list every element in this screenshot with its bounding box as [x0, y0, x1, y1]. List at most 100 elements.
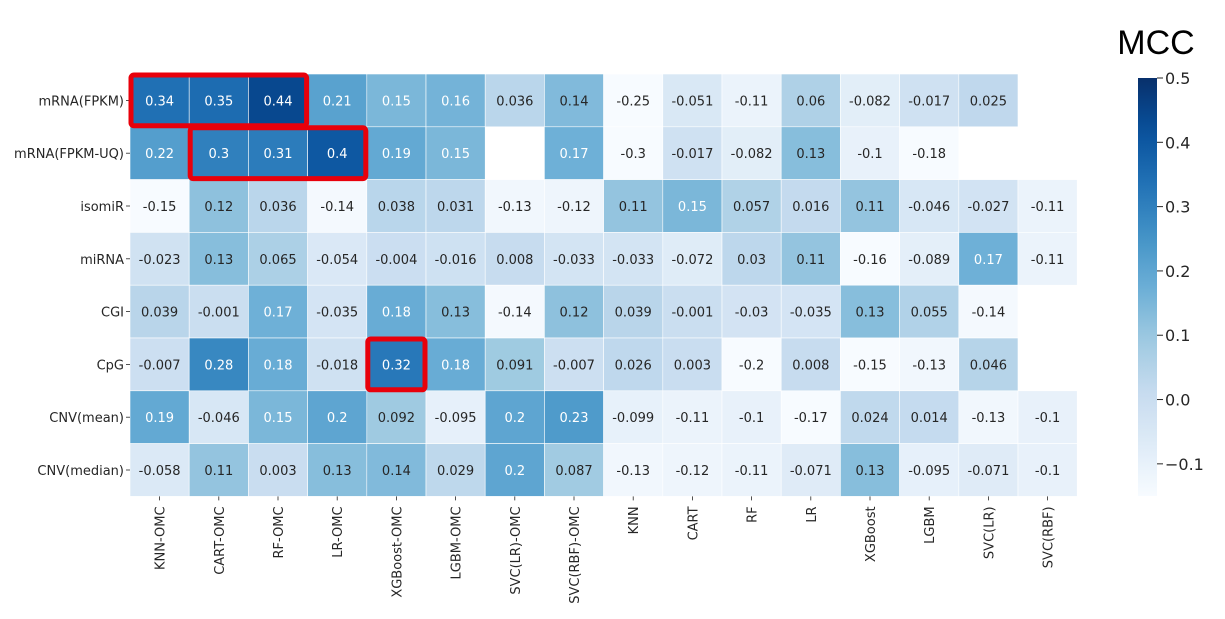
- heatmap-cell: [1017, 390, 1078, 444]
- heatmap-cell: [840, 232, 900, 286]
- heatmap-cell: [1017, 443, 1078, 497]
- heatmap-cell: [840, 443, 900, 497]
- row-label: CpG: [97, 358, 124, 373]
- heatmap-cell: [780, 337, 841, 392]
- cell-value-label: -0.11: [735, 464, 769, 479]
- cell-value-label: -0.033: [553, 253, 595, 268]
- cell-value-label: -0.007: [553, 358, 595, 373]
- heatmap-cell: [129, 390, 190, 444]
- heatmap-cell: [899, 284, 960, 339]
- cell-value-label: -0.017: [908, 94, 950, 109]
- cell-value-label: -0.1: [857, 147, 882, 162]
- cell-value-label: -0.072: [671, 253, 713, 268]
- heatmap-cell: [662, 284, 723, 339]
- cell-value-label: 0.12: [204, 200, 233, 215]
- heatmap-cell: [425, 73, 486, 128]
- cell-value-label: 0.014: [911, 411, 948, 426]
- heatmap-cell: [129, 232, 190, 286]
- cell-value-label: -0.027: [967, 200, 1009, 215]
- heatmap-cell: [484, 284, 545, 339]
- heatmap-cell: [899, 443, 960, 497]
- cell-value-label: 0.003: [259, 464, 296, 479]
- heatmap-cell: [899, 337, 960, 392]
- cell-value-label: -0.3: [621, 147, 646, 162]
- heatmap-cell: [958, 232, 1019, 286]
- row-label: CNV(median): [37, 464, 124, 479]
- cell-value-label: 0.32: [382, 358, 411, 373]
- colorbar-tick-label: 0.4: [1165, 133, 1190, 152]
- cell-value-label: 0.2: [504, 464, 525, 479]
- heatmap-cell: [484, 390, 545, 444]
- cell-value-label: -0.099: [612, 411, 654, 426]
- cell-value-label: 0.18: [264, 358, 293, 373]
- cell-value-label: 0.092: [378, 411, 415, 426]
- column-label: CART: [686, 506, 701, 540]
- heatmap-cell: [484, 337, 545, 392]
- heatmap-cell: [662, 390, 723, 444]
- cell-value-label: -0.007: [139, 358, 181, 373]
- heatmap-cell: [307, 337, 368, 392]
- column-label: SVC(LR)-OMC: [509, 506, 524, 594]
- cell-value-label: -0.15: [143, 200, 177, 215]
- cell-value-label: 0.15: [264, 411, 293, 426]
- highlight-boxes: [128, 72, 428, 393]
- heatmap-cell: [425, 126, 486, 180]
- column-label: RF-OMC: [272, 506, 287, 558]
- heatmap-cell: [780, 390, 841, 444]
- heatmap-cell: [958, 179, 1019, 233]
- cell-value-label: 0.13: [441, 306, 470, 321]
- cell-value-label: 0.22: [145, 147, 174, 162]
- cell-value-label: 0.17: [974, 253, 1003, 268]
- heatmap-cell: [544, 337, 604, 392]
- cell-value-label: -0.15: [853, 358, 887, 373]
- cell-value-label: 0.008: [792, 358, 829, 373]
- heatmap-cell: [307, 284, 368, 339]
- heatmap-cell: [129, 337, 190, 392]
- heatmap-cell: [899, 126, 960, 180]
- heatmap-cell: [958, 390, 1019, 444]
- heatmap-cell: [662, 337, 723, 392]
- heatmap-cell: [248, 232, 308, 286]
- cell-value-label: -0.095: [908, 464, 950, 479]
- cell-value-label: -0.033: [612, 253, 654, 268]
- heatmap-cell: [603, 232, 664, 286]
- cell-value-label: 0.18: [441, 358, 470, 373]
- cell-value-label: -0.001: [671, 306, 713, 321]
- heatmap-cell: [425, 232, 486, 286]
- column-label: KNN: [627, 506, 642, 534]
- heatmap-cell: [307, 443, 368, 497]
- cell-value-label: -0.12: [557, 200, 591, 215]
- row-label: isomiR: [80, 200, 124, 215]
- colorbar-tick-label: 0.0: [1165, 391, 1190, 410]
- cell-value-label: -0.11: [676, 411, 710, 426]
- cell-value-label: -0.023: [139, 253, 181, 268]
- heatmap-cell: [1017, 232, 1078, 286]
- heatmap-cell: [188, 337, 249, 392]
- heatmap-cell: [129, 284, 190, 339]
- cell-value-label: -0.03: [735, 306, 769, 321]
- heatmap-cell: [780, 443, 841, 497]
- cell-value-label: -0.004: [375, 253, 417, 268]
- heatmap-cell: [662, 232, 723, 286]
- cell-value-label: 0.087: [555, 464, 592, 479]
- cell-value-label: -0.018: [316, 358, 358, 373]
- cell-value-label: -0.071: [967, 464, 1009, 479]
- column-label: KNN-OMC: [154, 506, 169, 570]
- heatmap-cell: [188, 232, 249, 286]
- heatmap-cells: 0.34 0.35 0.44 0.21 0.15 0.16 0.036 0.14 -0.25 -0…: [129, 73, 1078, 497]
- cell-value-label: 0.21: [323, 94, 352, 109]
- highlight-box: [187, 125, 369, 182]
- cell-value-label: 0.024: [851, 411, 888, 426]
- colorbar-tick-label: −0.1: [1165, 455, 1204, 474]
- cell-value-label: 0.14: [560, 94, 589, 109]
- heatmap-cell: [544, 126, 604, 180]
- heatmap-cell: [366, 443, 427, 497]
- cell-value-label: -0.035: [790, 306, 832, 321]
- heatmap-cell: [899, 73, 960, 128]
- heatmap-cell: [958, 284, 1019, 339]
- cell-value-label: 0.13: [796, 147, 825, 162]
- heatmap-cell: [721, 337, 782, 392]
- cell-value-label: 0.025: [970, 94, 1007, 109]
- cell-value-label: 0.057: [733, 200, 770, 215]
